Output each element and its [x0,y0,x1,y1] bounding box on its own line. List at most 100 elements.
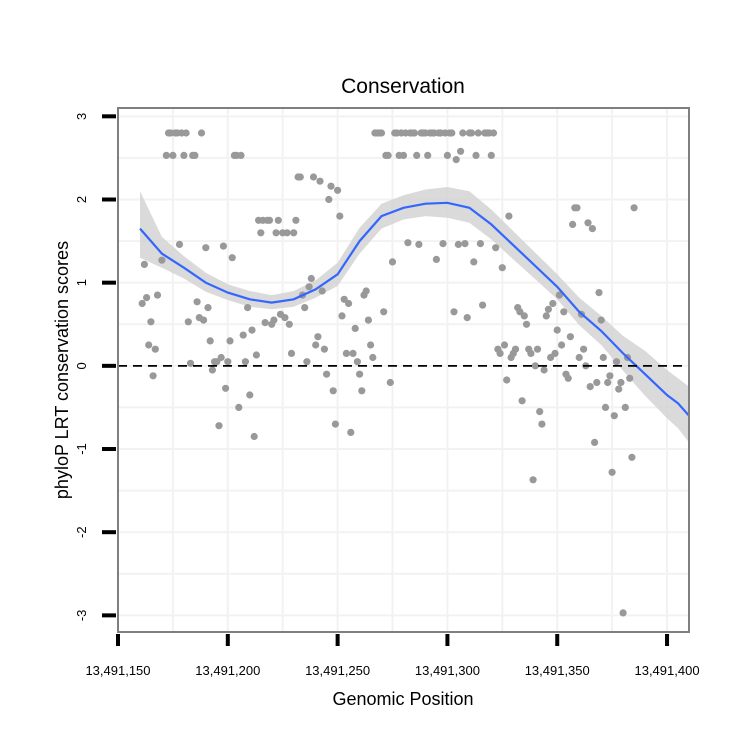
data-point [186,359,195,367]
data-point [305,283,313,291]
data-point [479,301,487,309]
data-point [285,320,293,328]
data-point [544,305,553,313]
plot-panel-background [118,108,689,632]
data-point [140,260,148,268]
data-point [439,240,447,248]
data-point [505,212,513,220]
data-point [615,385,623,393]
data-point [591,438,599,446]
data-point [461,240,469,248]
data-point [520,312,528,320]
data-point [630,204,638,212]
data-point [208,366,216,374]
data-point [538,420,546,428]
data-point [334,186,342,194]
data-point [252,351,260,359]
data-point [529,476,537,484]
data-point [503,376,511,384]
data-point [217,353,225,362]
data-point [237,151,245,159]
data-point [191,151,199,159]
y-axis-label: phyloP LRT conservation scores [52,241,72,499]
data-point [540,366,548,374]
data-point [452,156,460,164]
data-point [274,216,282,224]
data-point [549,299,557,308]
data-point [492,244,500,252]
data-point [202,244,210,252]
data-point [149,372,157,380]
data-point [175,240,184,248]
data-point [215,422,223,430]
data-point [325,195,333,204]
data-point [316,177,324,185]
data-point [380,308,388,316]
data-point [470,258,478,266]
data-point [320,345,328,353]
data-point [621,403,629,411]
data-point [626,374,634,382]
data-point [580,345,588,353]
data-point [250,432,258,441]
data-point [290,229,298,237]
data-point [459,129,467,137]
data-point [257,229,265,237]
x-tick-label: 13,491,150 [85,663,150,678]
y-tick-label: -1 [74,443,89,455]
x-tick-label: 13,491,250 [305,663,370,678]
data-point [193,298,201,306]
data-point [536,408,544,416]
data-point [349,349,357,357]
data-point [303,358,311,366]
data-point [606,372,614,380]
data-point [265,216,274,224]
data-point [147,318,155,326]
data-point [500,341,509,349]
data-point [498,264,506,272]
data-point [617,378,625,387]
data-point [367,341,375,349]
data-point [564,374,572,382]
y-tick-label: 0 [74,362,89,369]
x-tick-label: 13,491,350 [525,663,590,678]
data-point [566,333,575,341]
data-point [345,299,353,308]
data-point [511,345,520,353]
data-point [287,349,296,357]
data-point [138,299,146,308]
data-point [336,212,344,220]
data-point [261,319,269,327]
data-point [309,173,318,181]
data-point [404,239,412,247]
smooth-line [139,201,690,417]
data-point [228,254,236,262]
axes: 13,491,150 13,491,200 13,491,250 13,491,300… [74,113,700,678]
data-point [224,358,232,366]
data-point [432,255,440,263]
data-point [415,240,423,248]
data-point [628,453,636,461]
chart-title: Conservation [341,75,465,98]
data-point [353,358,361,366]
data-point [575,353,583,362]
data-point [560,308,568,316]
data-point [283,229,291,237]
y-tick-label: 2 [74,196,89,203]
data-point [292,216,300,224]
data-point [327,182,335,190]
x-axis-label: Genomic Position [332,689,473,709]
data-point [457,147,465,155]
data-point [369,353,377,362]
smooth-line-group [139,201,690,417]
data-point [329,387,337,395]
data-point [296,173,304,181]
data-point [162,151,170,159]
data-point [468,129,476,137]
data-point [272,229,280,237]
data-point [489,129,498,137]
data-point [235,403,243,411]
data-point [518,397,526,405]
data-point [476,240,484,248]
